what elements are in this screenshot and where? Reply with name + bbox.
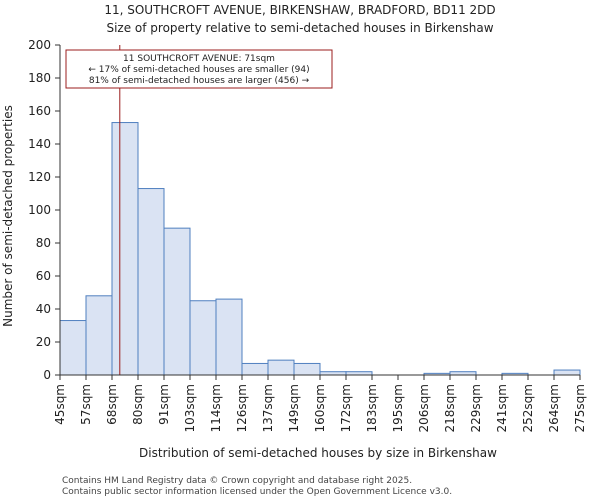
x-tick-label: 195sqm bbox=[391, 384, 405, 432]
x-tick-label: 218sqm bbox=[443, 384, 457, 432]
histogram-bar bbox=[293, 362, 321, 376]
x-tick-label: 57sqm bbox=[79, 384, 93, 425]
x-tick-label: 241sqm bbox=[495, 384, 509, 432]
histogram-bar bbox=[111, 122, 139, 376]
histogram-bar bbox=[267, 359, 295, 376]
x-tick-label: 252sqm bbox=[521, 384, 535, 432]
y-tick-label: 40 bbox=[36, 302, 51, 316]
bars-group bbox=[59, 122, 581, 376]
x-tick-label: 275sqm bbox=[573, 384, 587, 432]
x-tick-label: 172sqm bbox=[339, 384, 353, 432]
histogram-bar bbox=[241, 362, 269, 376]
y-tick-label: 120 bbox=[28, 170, 51, 184]
histogram-bar bbox=[163, 227, 191, 376]
histogram-bar bbox=[215, 298, 243, 376]
chart-title: 11, SOUTHCROFT AVENUE, BIRKENSHAW, BRADF… bbox=[104, 3, 495, 17]
x-tick-label: 126sqm bbox=[235, 384, 249, 432]
y-tick-label: 160 bbox=[28, 104, 51, 118]
annotation-border bbox=[65, 49, 333, 89]
x-tick-label: 103sqm bbox=[183, 384, 197, 432]
annotation-line-3: 81% of semi-detached houses are larger (… bbox=[89, 76, 310, 86]
x-tick-label: 229sqm bbox=[469, 384, 483, 432]
x-tick-label: 264sqm bbox=[547, 384, 561, 432]
histogram-bar bbox=[553, 369, 581, 376]
y-axis-ticks: 0 20 40 60 80 100 120 140 160 180 200 bbox=[28, 38, 60, 382]
y-tick-label: 200 bbox=[28, 38, 51, 52]
histogram-bar bbox=[85, 295, 113, 376]
x-tick-label: 68sqm bbox=[105, 384, 119, 425]
x-tick-label: 114sqm bbox=[209, 384, 223, 432]
y-tick-label: 0 bbox=[43, 368, 51, 382]
x-tick-label: 80sqm bbox=[131, 384, 145, 425]
x-axis-ticks: 45sqm 57sqm 68sqm 80sqm 91sqm 103sqm 114sqm 126… bbox=[53, 375, 587, 432]
x-axis-label: Distribution of semi-detached houses by … bbox=[139, 446, 497, 460]
histogram-bar bbox=[189, 300, 217, 376]
x-tick-label: 45sqm bbox=[53, 384, 67, 425]
y-tick-label: 140 bbox=[28, 137, 51, 151]
x-tick-label: 206sqm bbox=[417, 384, 431, 432]
y-tick-label: 20 bbox=[36, 335, 51, 349]
y-tick-label: 60 bbox=[36, 269, 51, 283]
x-tick-label: 183sqm bbox=[365, 384, 379, 432]
annotation-line-1: 11 SOUTHCROFT AVENUE: 71sqm bbox=[123, 54, 275, 64]
y-axis-label: Number of semi-detached properties bbox=[1, 105, 15, 327]
annotation-line-2: ← 17% of semi-detached houses are smalle… bbox=[88, 65, 309, 75]
histogram-bar bbox=[137, 188, 165, 376]
x-tick-label: 149sqm bbox=[287, 384, 301, 432]
footer-line-2: Contains public sector information licen… bbox=[62, 487, 452, 497]
chart-subtitle: Size of property relative to semi-detach… bbox=[106, 21, 493, 35]
footer-line-1: Contains HM Land Registry data © Crown c… bbox=[62, 476, 412, 486]
annotation-box: 11 SOUTHCROFT AVENUE: 71sqm ← 17% of sem… bbox=[65, 49, 333, 89]
y-tick-label: 180 bbox=[28, 71, 51, 85]
x-tick-label: 91sqm bbox=[157, 384, 171, 425]
y-tick-label: 80 bbox=[36, 236, 51, 250]
y-tick-label: 100 bbox=[28, 203, 51, 217]
x-tick-label: 160sqm bbox=[313, 384, 327, 432]
x-tick-label: 137sqm bbox=[261, 384, 275, 432]
histogram-bar bbox=[59, 320, 87, 376]
